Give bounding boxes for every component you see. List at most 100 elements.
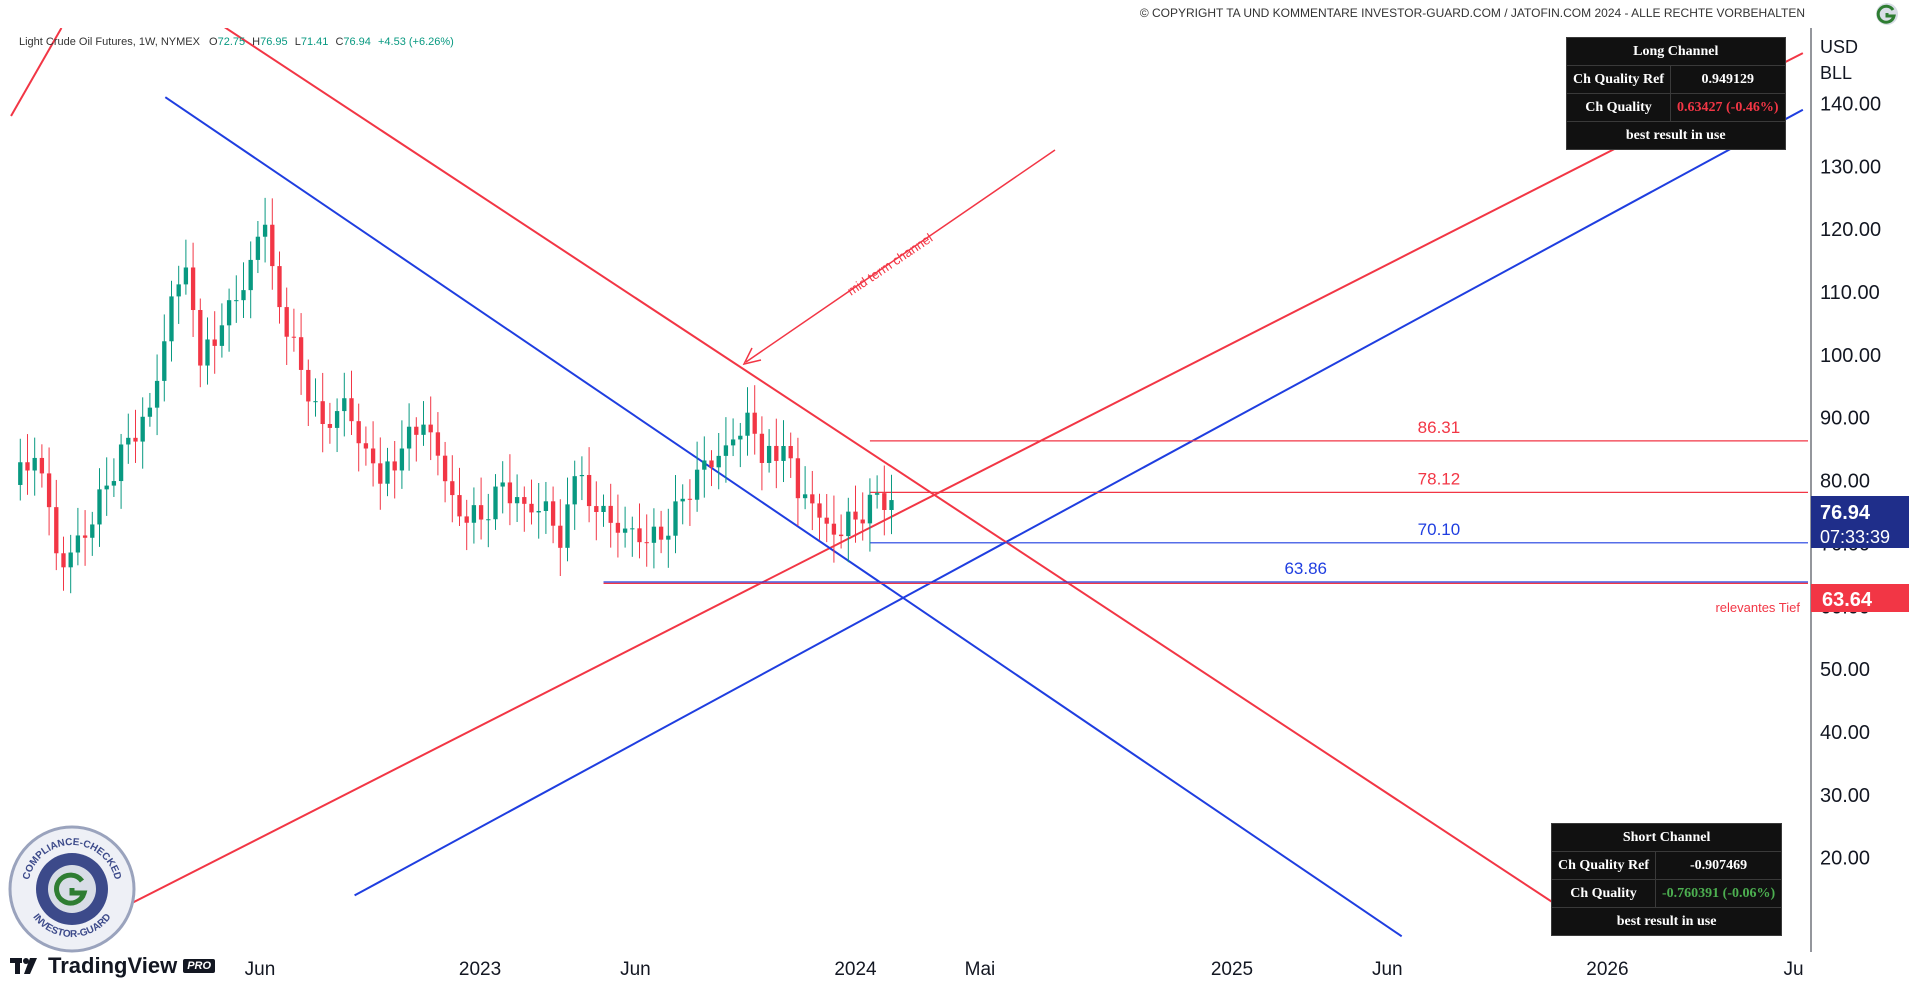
candle-body — [637, 528, 642, 543]
candle-body — [680, 498, 685, 502]
candle-body — [824, 517, 829, 524]
short-channel-table: Short Channel Ch Quality Ref -0.907469 Ch… — [1550, 823, 1783, 936]
short-channel-title: Short Channel — [1550, 823, 1783, 852]
tradingview-pro-badge: PRO — [183, 959, 216, 973]
candle-body — [176, 284, 181, 297]
candle-body — [846, 511, 851, 537]
long-quality-label: Ch Quality — [1566, 93, 1671, 122]
open-label: O — [209, 36, 218, 48]
candle-body — [262, 224, 268, 237]
long-ref-value: 0.949129 — [1670, 65, 1786, 94]
long-channel-lower — [72, 52, 1804, 935]
low-label: L — [294, 36, 301, 48]
time-tick: Ju — [1784, 959, 1804, 980]
long-channel-table: Long Channel Ch Quality Ref 0.949129 Ch Q… — [1566, 37, 1786, 150]
candle-body — [306, 369, 311, 402]
candle-body — [277, 266, 282, 308]
candle-body — [781, 446, 786, 461]
low-value: 71.41 — [300, 36, 329, 48]
candle-body — [248, 259, 253, 291]
candle-body — [838, 534, 844, 537]
candle-body — [687, 498, 693, 500]
investor-guard-logo-icon — [1876, 3, 1898, 25]
candle-body — [111, 481, 117, 486]
candle-body — [774, 445, 779, 461]
candle-body — [860, 519, 865, 524]
candle-body — [543, 501, 549, 511]
compliance-seal-icon: COMPLIANCE-CHECKED INVESTOR-GUARD — [8, 825, 136, 953]
candle-body — [817, 503, 822, 518]
price-axis[interactable]: 20.0030.0040.0050.0060.0070.0080.0090.00… — [1820, 93, 1881, 869]
candle-body — [608, 505, 613, 523]
time-tick: Mai — [965, 959, 996, 980]
candle-body — [486, 519, 491, 521]
candle-body — [565, 504, 570, 548]
candle-body — [205, 339, 210, 366]
close-label: C — [335, 36, 344, 48]
candle-body — [385, 461, 390, 484]
candle-body — [723, 445, 729, 456]
candle-body — [586, 474, 592, 507]
short-ref-label: Ch Quality Ref — [1551, 851, 1656, 880]
candle-body — [104, 485, 109, 490]
candle-body — [594, 506, 599, 512]
candle-body — [162, 341, 167, 381]
candle-body — [97, 489, 102, 525]
price-tick: 140.00 — [1820, 93, 1881, 115]
candle-body — [514, 497, 520, 504]
candle-body — [190, 267, 196, 311]
mid-term-label: mid term channel — [844, 230, 935, 298]
candle-body — [810, 494, 815, 504]
candle-body — [183, 267, 189, 285]
trend-lines — [10, 28, 1804, 938]
low-price: 63.64 — [1822, 589, 1873, 611]
price-tick: 110.00 — [1820, 282, 1880, 304]
short-ref-value: -0.907469 — [1654, 851, 1783, 880]
candle-body — [219, 325, 225, 346]
currency-usd: USD — [1820, 37, 1858, 57]
high-label: H — [252, 36, 261, 48]
candle-body — [75, 535, 81, 553]
candle-body — [752, 412, 757, 434]
high-value: 76.95 — [260, 36, 288, 48]
long-channel-title: Long Channel — [1566, 37, 1786, 66]
candle-body — [507, 482, 513, 504]
candle-body — [658, 526, 664, 540]
open-value: 72.75 — [217, 36, 246, 48]
level-label-78.12: 78.12 — [1418, 469, 1461, 488]
short-quality-label: Ch Quality — [1551, 879, 1656, 908]
price-tick: 30.00 — [1820, 785, 1870, 807]
candle-body — [550, 501, 556, 526]
candle-body — [370, 448, 376, 464]
time-axis[interactable]: Jun 2023 Jun 2024 Mai 2025 Jun 2026 Ju — [245, 959, 1804, 980]
candle-body — [572, 476, 577, 505]
candle-body — [212, 339, 217, 346]
candle-body — [673, 501, 678, 536]
candle-body — [133, 437, 138, 442]
candle-body — [788, 446, 793, 459]
candle-body — [363, 443, 369, 449]
candle-body — [464, 516, 469, 523]
copyright-notice: © COPYRIGHT TA UND KOMMENTARE INVESTOR-G… — [1139, 6, 1805, 20]
candle-body — [702, 460, 707, 470]
candle-body — [457, 495, 462, 517]
candle-body — [622, 528, 628, 533]
long-quality-value: 0.63427 (-0.46%) — [1670, 93, 1786, 122]
candle-body — [442, 455, 448, 482]
candle-body — [255, 236, 261, 260]
candle-body — [118, 444, 124, 482]
candle-body — [39, 457, 45, 474]
tradingview-name: TradingView — [48, 953, 178, 978]
symbol-legend[interactable]: Light Crude Oil Futures, 1W, NYMEX O72.7… — [19, 36, 454, 48]
tradingview-logo[interactable]: TradingView PRO — [10, 953, 216, 979]
candle-body — [284, 307, 289, 337]
level-label-63.86: 63.86 — [1284, 559, 1327, 578]
candle-body — [399, 448, 405, 471]
price-tick: 100.00 — [1820, 345, 1881, 367]
current-price: 76.94 — [1820, 502, 1871, 524]
candle-body — [334, 411, 340, 428]
time-tick: 2023 — [459, 959, 501, 980]
candle-body — [428, 424, 433, 433]
time-tick: 2025 — [1211, 959, 1253, 980]
